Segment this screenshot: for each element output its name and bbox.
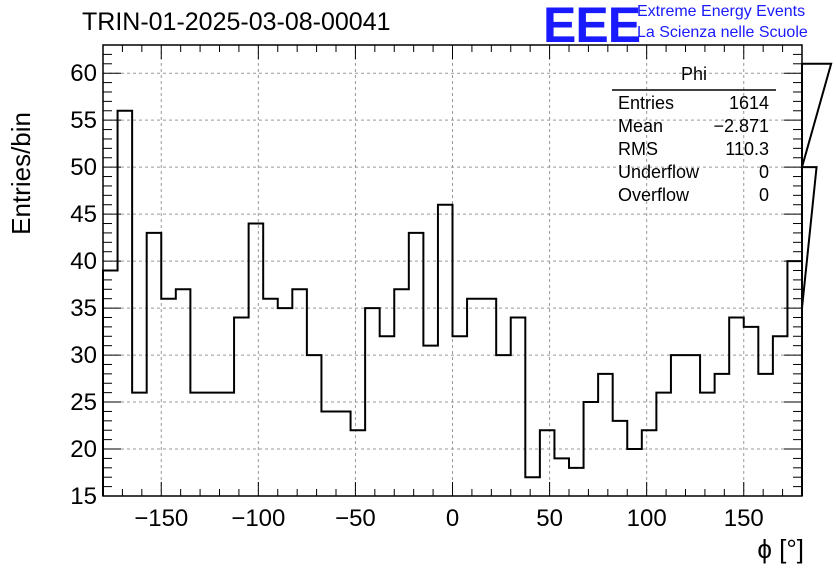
histogram-bin <box>380 336 395 496</box>
histogram-bin <box>307 355 322 496</box>
x-tick-label: −150 <box>134 505 188 532</box>
histogram-bin <box>511 317 526 496</box>
y-tick-label: 45 <box>70 201 97 228</box>
histogram-bin <box>132 393 147 496</box>
y-tick-label: 25 <box>70 389 97 416</box>
histogram-bins <box>102 62 833 496</box>
histogram-bin <box>642 430 657 496</box>
brand-line-1: Extreme Energy Events <box>637 3 806 20</box>
histogram-bin <box>263 299 278 496</box>
histogram-bin <box>118 111 133 496</box>
grid-lines <box>103 45 802 496</box>
histogram-bin <box>176 289 191 496</box>
x-tick-label: 150 <box>724 505 764 532</box>
histogram-bin <box>351 430 366 496</box>
histogram-bin <box>540 430 555 496</box>
stats-row-label: Overflow <box>618 185 690 205</box>
histogram-bin <box>409 233 424 496</box>
stats-row-label: Underflow <box>618 162 700 182</box>
histogram-bin <box>554 458 569 496</box>
histogram-step-line <box>102 62 833 496</box>
y-tick-label: 55 <box>70 107 97 134</box>
histogram-bin <box>787 261 802 496</box>
histogram-bin <box>423 346 438 496</box>
y-tick-label: 50 <box>70 154 97 181</box>
brand-line-2: La Scienza nelle Scuole <box>637 24 808 41</box>
histogram-bin <box>584 402 599 496</box>
y-tick-label: 60 <box>70 60 97 87</box>
histogram-bin <box>365 308 380 496</box>
histogram-bin <box>467 299 482 496</box>
stats-row-value: 1614 <box>729 93 769 113</box>
histogram-bin <box>249 224 264 496</box>
stats-row-label: Entries <box>618 93 674 113</box>
stats-row-value: −2.871 <box>713 116 769 136</box>
histogram-bin <box>656 393 671 496</box>
histogram-bin <box>205 393 220 496</box>
histogram-bin <box>496 355 511 496</box>
histogram-bin <box>613 421 628 496</box>
histogram-bin <box>627 449 642 496</box>
chart-title: TRIN-01-2025-03-08-00041 <box>82 8 391 36</box>
histogram-bin <box>220 393 235 496</box>
histogram-bin <box>715 374 730 496</box>
histogram-bin <box>700 393 715 496</box>
y-tick-label: 40 <box>70 248 97 275</box>
histogram-bin <box>147 233 162 496</box>
stats-row-value: 0 <box>759 185 769 205</box>
stats-row-label: Mean <box>618 116 663 136</box>
eee-logo: EEE <box>543 0 641 53</box>
x-tick-label: 0 <box>446 505 459 532</box>
stats-box: Phi Entries 1614 Mean −2.871 RMS 110.3 Underflo… <box>612 64 776 205</box>
histogram-bin <box>336 411 351 496</box>
histogram-bin <box>729 317 744 496</box>
x-axis-label: ϕ [°] <box>757 534 804 564</box>
histogram-bin <box>453 336 468 496</box>
histogram-bin <box>190 393 205 496</box>
x-tick-label: 50 <box>536 505 563 532</box>
histogram-bin <box>569 468 584 496</box>
histogram-bin <box>292 289 307 496</box>
histogram-bin <box>394 289 409 496</box>
y-tick-label: 35 <box>70 295 97 322</box>
stats-row-label: RMS <box>618 139 658 159</box>
x-tick-label: −100 <box>231 505 285 532</box>
stats-row-value: 0 <box>759 162 769 182</box>
y-axis-ticks: 15 20 25 30 35 40 45 50 55 60 <box>70 44 802 510</box>
histogram-bin <box>671 355 686 496</box>
histogram-bin <box>482 299 497 496</box>
y-tick-label: 15 <box>70 483 97 510</box>
stats-row-value: 110.3 <box>725 139 769 159</box>
x-axis-ticks: −150 −100 −50 0 50 100 150 <box>102 45 803 532</box>
histogram-bin <box>321 411 336 496</box>
x-tick-label: −50 <box>335 505 376 532</box>
histogram-bin <box>234 317 249 496</box>
histogram-bin <box>525 477 540 496</box>
histogram-bin <box>686 355 701 496</box>
histogram-bin <box>438 205 453 496</box>
histogram-bin <box>278 308 293 496</box>
y-tick-label: 30 <box>70 342 97 369</box>
histogram-bin <box>161 299 176 496</box>
histogram-bin <box>758 374 773 496</box>
y-tick-label: 20 <box>70 436 97 463</box>
histogram-bin <box>598 374 613 496</box>
stats-box-title: Phi <box>681 64 707 84</box>
histogram-bin <box>773 336 788 496</box>
x-tick-label: 100 <box>627 505 667 532</box>
histogram-bin <box>744 327 759 496</box>
